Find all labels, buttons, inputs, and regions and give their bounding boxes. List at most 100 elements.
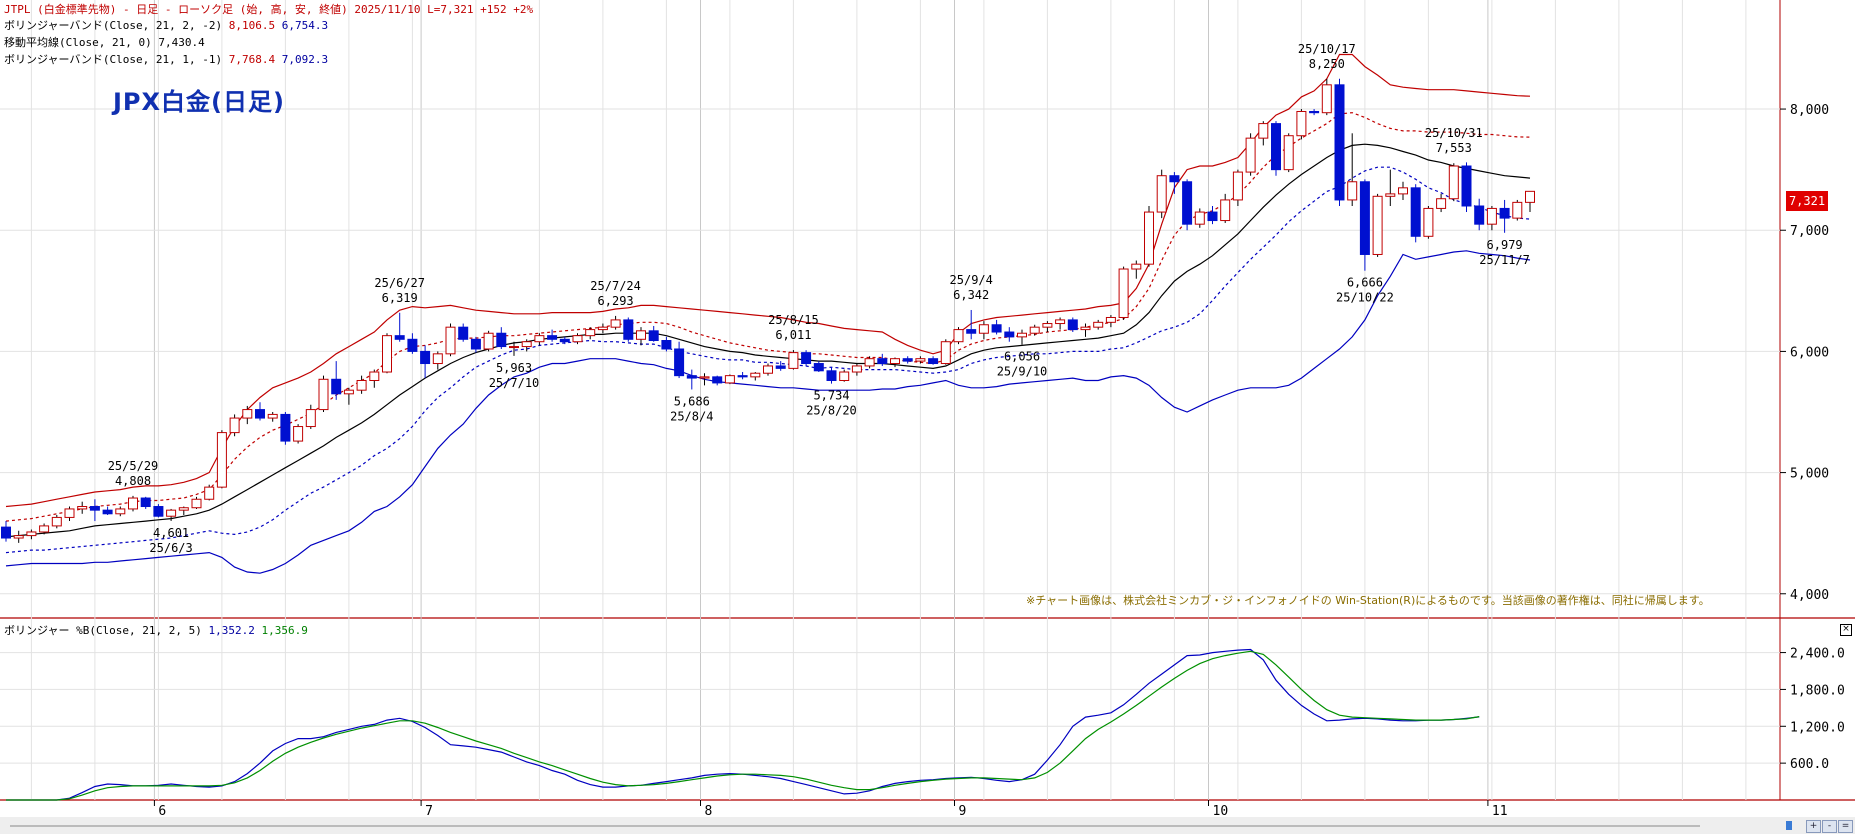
annotation-date: 25/11/7	[1479, 253, 1530, 267]
candle-down	[1182, 181, 1193, 225]
candle-down	[1271, 123, 1281, 171]
candle-up	[343, 389, 354, 395]
x-tick-label: 8	[705, 804, 713, 819]
close-panel-icon[interactable]: ×	[1840, 624, 1852, 636]
x-tick-label: 7	[425, 804, 433, 819]
candle-up	[1029, 326, 1040, 334]
horizontal-scrollbar[interactable]: + - =	[0, 817, 1855, 834]
candle-up	[26, 531, 37, 537]
candle-up	[1372, 195, 1383, 255]
zoom-out-icon[interactable]: -	[1822, 820, 1837, 833]
annotation-value: 4,808	[115, 474, 151, 488]
candle-down	[559, 338, 570, 343]
candle-down	[102, 509, 113, 515]
candle-up	[178, 507, 189, 511]
scroll-thumb[interactable]	[1786, 821, 1792, 830]
y-tick-label: 7,000	[1790, 224, 1829, 239]
sub-y-tick-label: 2,400.0	[1790, 647, 1845, 662]
sub-series-line	[6, 650, 1480, 801]
candle-down	[1410, 187, 1421, 237]
copyright-notice: ※チャート画像は、株式会社ミンカブ・ジ・インフォノイドの Win-Station…	[1026, 594, 1710, 607]
candle-up	[597, 326, 608, 331]
candle-up	[432, 353, 443, 365]
candle-down	[1334, 84, 1345, 201]
annotation-value: 6,056	[1004, 350, 1040, 364]
candle-down	[255, 409, 265, 419]
candle-down	[496, 332, 507, 348]
candle-down	[1499, 207, 1510, 219]
zoom-reset-icon[interactable]: =	[1838, 820, 1853, 833]
grid-lines	[0, 0, 1855, 801]
candle-down	[623, 319, 634, 340]
series-line	[5, 250, 1531, 574]
percent-b-panel: 600.0 1,200.0 1,800.0 2,400.0	[0, 647, 1845, 801]
candle-up	[318, 378, 329, 411]
annotation-date: 25/6/3	[149, 541, 192, 555]
candle-up	[13, 535, 24, 539]
annotation-date: 25/10/31	[1425, 126, 1483, 140]
candle-up	[699, 376, 710, 379]
annotation-date: 25/7/10	[489, 376, 540, 390]
annotation-date: 25/5/29	[108, 459, 159, 473]
chart-title: JPX白金(日足)	[113, 88, 285, 116]
candle-down	[877, 358, 888, 365]
candle-down	[902, 358, 913, 362]
candle-up	[890, 358, 900, 365]
candle-up	[51, 516, 62, 527]
candle-up	[1093, 321, 1104, 328]
annotation-date: 25/8/4	[670, 409, 713, 423]
header-line-4: ボリンジャーバンド(Close, 21, 1, -1) 7,768.4 7,09…	[4, 53, 329, 66]
x-tick-label: 9	[959, 804, 967, 819]
candle-down	[89, 506, 100, 511]
candle-up	[1486, 207, 1497, 225]
candle-down	[547, 335, 558, 340]
scroll-track[interactable]	[10, 825, 1700, 827]
candle-up	[115, 508, 126, 515]
candle-up	[1017, 332, 1027, 338]
candle-up	[445, 326, 456, 355]
candle-up	[166, 509, 177, 517]
candle-up	[724, 375, 735, 384]
candle-down	[661, 340, 672, 350]
annotation-value: 6,342	[953, 288, 989, 302]
candle-up	[1144, 211, 1154, 265]
candle-down	[1067, 319, 1078, 331]
annotation-value: 6,979	[1487, 238, 1523, 252]
candle-down	[1207, 211, 1218, 222]
annotation-date: 25/10/17	[1298, 42, 1356, 56]
zoom-in-icon[interactable]: +	[1806, 820, 1821, 833]
candle-down	[928, 358, 939, 365]
candle-up	[763, 365, 773, 374]
candle-up	[851, 365, 862, 373]
candle-down	[674, 348, 685, 377]
y-tick-label: 4,000	[1790, 588, 1829, 603]
annotation-value: 4,601	[153, 526, 189, 540]
sub-y-tick-label: 1,200.0	[1790, 720, 1845, 735]
candle-up	[1118, 268, 1129, 318]
candle-down	[470, 338, 481, 350]
candle-up	[915, 358, 926, 362]
annotation-value: 6,319	[382, 291, 418, 305]
candle-up	[1105, 316, 1116, 323]
candle-up	[369, 371, 380, 381]
candle-up	[204, 486, 215, 500]
candle-down	[826, 370, 837, 381]
candle-up	[1423, 207, 1434, 237]
candle-up	[1448, 165, 1459, 200]
annotation-date: 25/10/22	[1336, 291, 1394, 305]
candle-up	[229, 417, 240, 434]
candle-up	[1232, 171, 1243, 201]
candle-up	[1296, 110, 1307, 137]
candle-up	[1055, 319, 1066, 325]
header-line-1: JTPL (白金標準先物) - 日足 - ローソク足 (始, 高, 安, 終値)…	[4, 3, 534, 16]
annotation-value: 6,293	[598, 294, 634, 308]
sub-y-tick-label: 1,800.0	[1790, 683, 1845, 698]
candle-up	[1347, 181, 1358, 201]
x-tick-label: 11	[1492, 804, 1508, 819]
candle-up	[534, 335, 545, 343]
candle-down	[394, 335, 405, 340]
candle-up	[1245, 137, 1256, 173]
candle-down	[1309, 110, 1320, 114]
candlesticks	[1, 78, 1535, 543]
